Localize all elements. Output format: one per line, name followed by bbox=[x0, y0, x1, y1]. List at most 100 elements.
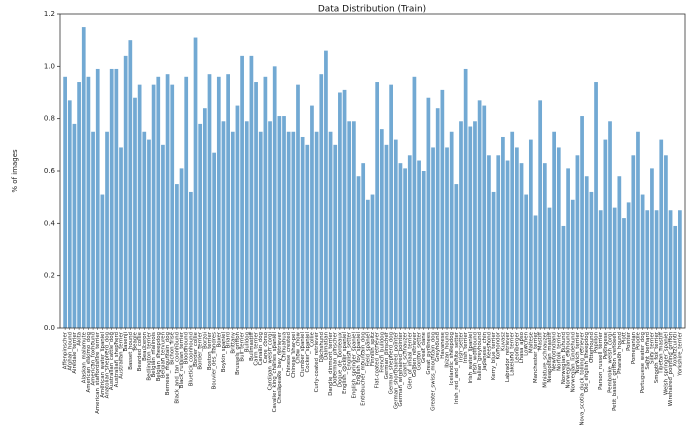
x-tick-label: Border_terrier bbox=[198, 331, 204, 369]
bar bbox=[342, 89, 347, 328]
x-tick-label: Finnish_spitz bbox=[370, 332, 376, 366]
bar bbox=[659, 139, 664, 328]
x-tick-label: Norwegian_elkhound bbox=[566, 332, 572, 389]
bar bbox=[463, 68, 468, 328]
x-tick-label: English_springer_spaniel bbox=[351, 332, 357, 398]
x-tick-label: Irish_wolfhound bbox=[472, 332, 478, 374]
bar bbox=[393, 139, 398, 328]
y-tick-label: 1.0 bbox=[44, 62, 55, 70]
x-tick-label: Briard bbox=[226, 332, 232, 348]
x-tick-label: Norwegian_buhund bbox=[561, 332, 567, 384]
bar bbox=[654, 210, 659, 328]
bar bbox=[198, 123, 203, 329]
x-tick-label: Great_dane bbox=[421, 331, 427, 363]
bar bbox=[473, 121, 477, 329]
x-tick-label: Bouvier_des_flandres bbox=[212, 332, 218, 390]
x-tick-label: Wirehaired_pointing_griffon bbox=[668, 332, 674, 406]
x-tick-label: Greater_swiss_mountain_dog bbox=[431, 332, 437, 411]
bar bbox=[147, 139, 151, 328]
bar bbox=[207, 74, 212, 328]
bar bbox=[431, 147, 435, 328]
x-tick-label: Airedale_terrier bbox=[72, 331, 78, 373]
bar bbox=[137, 84, 142, 329]
x-tick-label: Kerry_blue_terrier bbox=[491, 331, 497, 380]
x-tick-label: Field_spaniel bbox=[365, 332, 371, 366]
y-tick-label: 0.0 bbox=[44, 324, 55, 332]
x-tick-label: Beagle bbox=[132, 331, 138, 350]
x-tick-label: American_water_spaniel bbox=[100, 332, 106, 398]
x-tick-label: Dachshund bbox=[319, 332, 325, 362]
x-tick-label: American_eskimo_dog bbox=[86, 332, 92, 392]
bar bbox=[258, 131, 263, 328]
bar bbox=[221, 121, 226, 329]
x-tick-label: German_wirehaired_pointer bbox=[398, 331, 404, 406]
x-tick-label: Norwegian_lundehund bbox=[570, 332, 576, 392]
bar bbox=[570, 199, 575, 328]
bar bbox=[608, 121, 612, 329]
y-tick-label: 1.2 bbox=[44, 10, 55, 18]
bar bbox=[189, 191, 193, 328]
bar bbox=[170, 84, 175, 329]
x-tick-label: Entlebucher_mountain_dog bbox=[361, 332, 367, 406]
bar bbox=[361, 163, 366, 328]
x-tick-label: Belgian_sheepdog bbox=[156, 332, 162, 381]
y-axis-label: % of images bbox=[11, 149, 19, 193]
x-tick-label: Nova_scotia_duck_tolling_retriever bbox=[580, 331, 586, 425]
bar bbox=[561, 225, 566, 328]
x-tick-label: Havanese bbox=[440, 331, 446, 358]
bar bbox=[435, 108, 440, 328]
bar bbox=[496, 155, 501, 328]
bar bbox=[505, 160, 510, 328]
x-tick-label: Papillon bbox=[594, 332, 600, 353]
bar bbox=[384, 144, 389, 328]
bar bbox=[202, 108, 207, 328]
x-tick-label: Pharaoh_hound bbox=[617, 332, 623, 374]
bar bbox=[254, 82, 258, 329]
x-tick-label: Basset_hound bbox=[128, 332, 134, 370]
x-tick-label: Chesapeake_bay_retriever bbox=[277, 331, 283, 403]
x-tick-label: Yorkshire_terrier bbox=[677, 331, 683, 377]
bar bbox=[477, 100, 482, 328]
x-tick-label: Irish_water_spaniel bbox=[468, 332, 474, 384]
bar bbox=[212, 152, 217, 328]
x-tick-label: Flat-coated_retriever bbox=[375, 331, 381, 388]
x-tick-label: Brussels_griffon bbox=[235, 332, 241, 375]
x-tick-label: Welsh_springer_spaniel bbox=[663, 332, 669, 395]
bar bbox=[645, 210, 650, 328]
x-tick-label: Glen_of_imaal_terrier bbox=[407, 331, 413, 389]
bar bbox=[547, 207, 552, 328]
x-tick-label: Boykin_spaniel bbox=[221, 332, 227, 372]
bar bbox=[528, 139, 533, 328]
x-tick-label: Lhasa_apso bbox=[519, 332, 525, 363]
bar bbox=[324, 50, 328, 329]
bar bbox=[403, 168, 407, 328]
bar bbox=[501, 136, 505, 328]
x-tick-label: Clumber_spaniel bbox=[300, 332, 306, 377]
x-tick-label: Belgian_malinois bbox=[151, 332, 157, 378]
bar bbox=[580, 116, 584, 328]
bar bbox=[407, 155, 412, 328]
bar bbox=[421, 171, 426, 328]
bar bbox=[459, 121, 463, 329]
bar bbox=[235, 105, 240, 328]
bar bbox=[482, 105, 487, 328]
bar bbox=[510, 131, 515, 328]
bar bbox=[133, 97, 137, 328]
bar bbox=[333, 144, 338, 328]
x-tick-label: Komondor bbox=[496, 331, 502, 359]
bar bbox=[161, 144, 165, 328]
bar bbox=[128, 40, 133, 329]
x-tick-label: Akita bbox=[77, 332, 83, 346]
x-tick-label: German_shepherd_dog bbox=[389, 332, 395, 394]
x-tick-label: English_setter bbox=[347, 331, 353, 370]
x-tick-label: Affenpinscher bbox=[63, 331, 69, 369]
bar bbox=[338, 92, 342, 328]
x-tick-label: Bichon_frise bbox=[170, 331, 176, 364]
bar bbox=[678, 210, 682, 328]
x-tick-label: Golden_retriever bbox=[412, 331, 418, 377]
x-tick-label: English_toy_spaniel bbox=[356, 332, 362, 385]
bar bbox=[664, 155, 668, 328]
x-tick-label: Collie bbox=[309, 331, 315, 347]
x-tick-label: Bernese_mountain_dog bbox=[165, 332, 171, 395]
